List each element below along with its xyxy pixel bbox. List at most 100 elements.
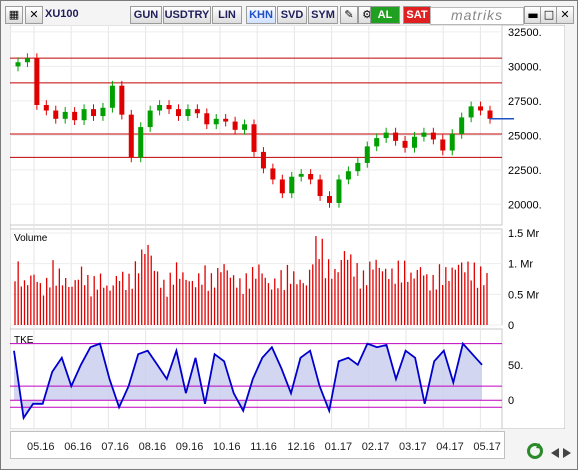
candle-body: [138, 127, 144, 158]
brand-logo: matriks: [430, 7, 524, 25]
candle-body: [374, 138, 380, 147]
chart-area[interactable]: 32500. 30000. 27500. 25000. 22500. 20000. 1.5…: [10, 25, 565, 429]
grid-icon[interactable]: ▦: [5, 6, 23, 24]
candle-body: [232, 121, 238, 130]
candle-body: [478, 106, 484, 111]
currency-button-usdtry[interactable]: USDTRY: [163, 6, 211, 24]
chart-type-button-khn[interactable]: KHN: [246, 6, 276, 24]
candle-body: [345, 171, 351, 180]
time-axis-label: 05.16: [27, 441, 55, 453]
candle-body: [298, 173, 304, 177]
toolbar: ▦ ✕ XU100 GUN USDTRY LIN KHN SVD SYM ✎ ⚙…: [3, 6, 575, 26]
candle-body: [317, 179, 323, 197]
candle-body: [204, 113, 210, 125]
candle-body: [487, 110, 493, 119]
draw-tool-icon[interactable]: ✎: [340, 6, 358, 24]
candle-body: [383, 132, 389, 139]
volume-tick-label: 0.5 Mr: [508, 289, 540, 301]
price-tick-label: 25000.: [508, 130, 542, 142]
time-axis-label: 08.16: [138, 441, 167, 453]
scale-button-lin[interactable]: LIN: [212, 6, 242, 24]
period-button-gun[interactable]: GUN: [130, 6, 162, 24]
candle-body: [260, 151, 266, 169]
candle-body: [468, 106, 474, 118]
candle-body: [213, 118, 219, 125]
volume-tick-label: 0: [508, 320, 514, 332]
candle-body: [175, 109, 181, 117]
candle-body: [109, 85, 115, 108]
close-icon[interactable]: ✕: [25, 6, 43, 24]
candle-body: [364, 146, 370, 163]
candle-body: [459, 117, 465, 134]
volume-tick-label: 1.5 Mr: [508, 228, 540, 240]
tke-area: [14, 343, 482, 418]
time-axis-label: 01.17: [324, 441, 353, 453]
tke-tick-label: 50.: [508, 360, 523, 372]
candle-body: [430, 132, 436, 140]
volume-tick-label: 1. Mr: [508, 259, 533, 271]
candle-body: [185, 109, 191, 117]
refresh-icon[interactable]: [525, 441, 545, 461]
price-tick-label: 32500.: [508, 27, 542, 39]
time-axis-label: 02.17: [361, 441, 390, 453]
candle-body: [421, 132, 427, 137]
chart-type-button-svd[interactable]: SVD: [277, 6, 307, 24]
candle-body: [411, 136, 417, 148]
time-axis-label: 04.17: [436, 441, 464, 453]
close-window-icon[interactable]: ✕: [556, 6, 574, 24]
time-axis-label: 11.16: [250, 441, 277, 453]
candle-body: [393, 132, 399, 141]
candle-body: [289, 176, 295, 194]
buy-button[interactable]: AL: [370, 6, 400, 24]
candle-body: [251, 124, 257, 152]
candle-body: [34, 58, 40, 105]
candle-body: [279, 179, 285, 194]
candle-body: [62, 111, 68, 119]
sell-button[interactable]: SAT: [403, 6, 431, 24]
time-axis-label: 09.16: [175, 441, 204, 453]
candle-body: [402, 140, 408, 148]
time-axis-label: 07.16: [101, 441, 129, 453]
candle-body: [128, 114, 134, 158]
time-axis: 05.16 06.16 07.16 08.16 09.16 10.16 11.16 12.16…: [10, 431, 505, 459]
candle-body: [100, 107, 106, 117]
time-axis-label: 03.17: [399, 441, 427, 453]
candle-body: [24, 58, 30, 63]
tke-title: TKE: [14, 335, 34, 346]
tke-line: [13, 341, 483, 421]
candle-body: [157, 105, 163, 111]
time-axis-label: 05.17: [473, 441, 501, 453]
candle-body: [119, 85, 125, 115]
candle-body: [440, 139, 446, 151]
candle-body: [223, 118, 229, 122]
candle-body: [147, 110, 153, 128]
time-axis-label: 06.16: [64, 441, 92, 453]
tke-tick-label: 0: [508, 395, 514, 407]
price-tick-label: 30000.: [508, 61, 542, 73]
candle-body: [43, 105, 49, 111]
candle-body: [81, 109, 87, 121]
time-axis-label: 10.16: [213, 441, 241, 453]
candle-body: [53, 110, 59, 119]
candle-body: [336, 179, 342, 203]
candle-body: [449, 133, 455, 151]
time-axis-label: 12.16: [287, 441, 315, 453]
candle-body: [308, 173, 314, 180]
candle-body: [15, 62, 21, 67]
scroll-arrows-icon[interactable]: [549, 445, 573, 461]
candle-body: [327, 196, 333, 203]
volume-title: Volume: [14, 233, 48, 244]
candle-body: [166, 105, 172, 110]
candle-body: [91, 109, 97, 117]
candle-body: [270, 168, 276, 180]
price-tick-label: 27500.: [508, 96, 542, 108]
candle-body: [194, 109, 200, 114]
candle-body: [355, 162, 361, 172]
symbol-button-sym[interactable]: SYM: [308, 6, 338, 24]
price-tick-label: 20000.: [508, 199, 542, 211]
candle-body: [72, 111, 78, 121]
symbol-label: XU100: [45, 8, 79, 20]
candle-body: [242, 124, 248, 130]
price-tick-label: 22500.: [508, 165, 542, 177]
